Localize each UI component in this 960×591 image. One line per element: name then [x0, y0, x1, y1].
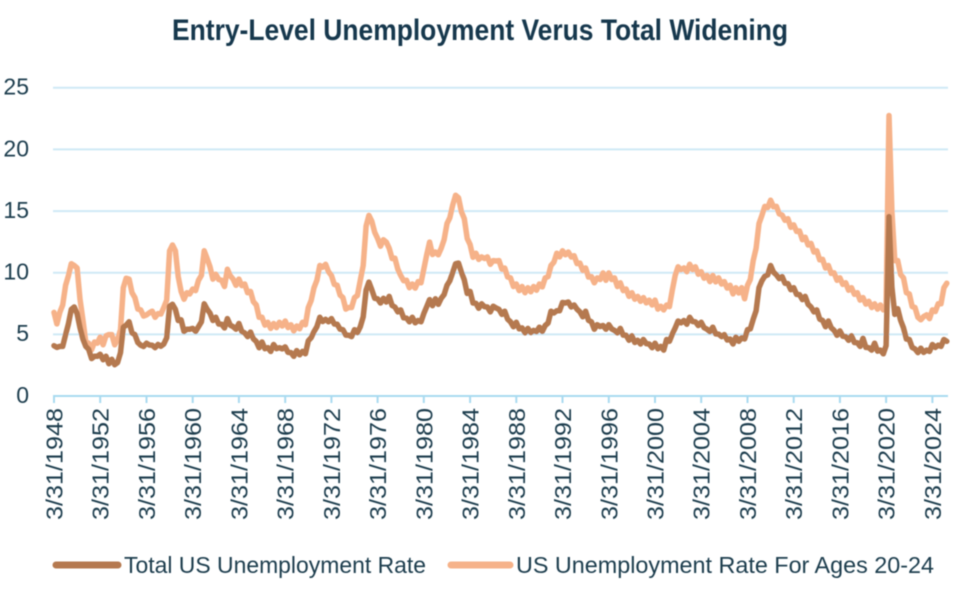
svg-text:3/31/1976: 3/31/1976 — [365, 408, 391, 520]
svg-text:3/31/1992: 3/31/1992 — [550, 408, 576, 520]
svg-text:3/31/1968: 3/31/1968 — [273, 408, 299, 520]
svg-text:3/31/1964: 3/31/1964 — [226, 408, 252, 520]
svg-text:0: 0 — [16, 382, 29, 408]
svg-text:Total US Unemployment Rate: Total US Unemployment Rate — [124, 552, 426, 578]
svg-text:3/31/1984: 3/31/1984 — [458, 408, 484, 520]
svg-text:20: 20 — [3, 135, 29, 161]
svg-text:3/31/1952: 3/31/1952 — [88, 408, 114, 520]
svg-text:10: 10 — [3, 259, 29, 285]
svg-text:3/31/2000: 3/31/2000 — [643, 408, 669, 520]
svg-text:3/31/1988: 3/31/1988 — [504, 408, 530, 520]
svg-text:Entry-Level Unemployment Verus: Entry-Level Unemployment Verus Total Wid… — [172, 14, 788, 47]
svg-text:3/31/2016: 3/31/2016 — [827, 408, 853, 520]
svg-text:3/31/2012: 3/31/2012 — [781, 408, 807, 520]
svg-text:3/31/2020: 3/31/2020 — [874, 408, 900, 520]
svg-text:3/31/2024: 3/31/2024 — [920, 408, 946, 520]
svg-text:25: 25 — [3, 74, 29, 100]
svg-text:3/31/2004: 3/31/2004 — [689, 408, 715, 520]
svg-text:3/31/1980: 3/31/1980 — [411, 408, 437, 520]
svg-text:3/31/1996: 3/31/1996 — [596, 408, 622, 520]
svg-text:3/31/1948: 3/31/1948 — [42, 408, 68, 520]
svg-text:15: 15 — [3, 197, 29, 223]
svg-text:3/31/1972: 3/31/1972 — [319, 408, 345, 520]
svg-text:3/31/1960: 3/31/1960 — [180, 408, 206, 520]
svg-text:5: 5 — [16, 320, 29, 346]
svg-text:US Unemployment Rate For Ages: US Unemployment Rate For Ages 20-24 — [516, 552, 934, 578]
svg-text:3/31/2008: 3/31/2008 — [735, 408, 761, 520]
svg-text:3/31/1956: 3/31/1956 — [134, 408, 160, 520]
